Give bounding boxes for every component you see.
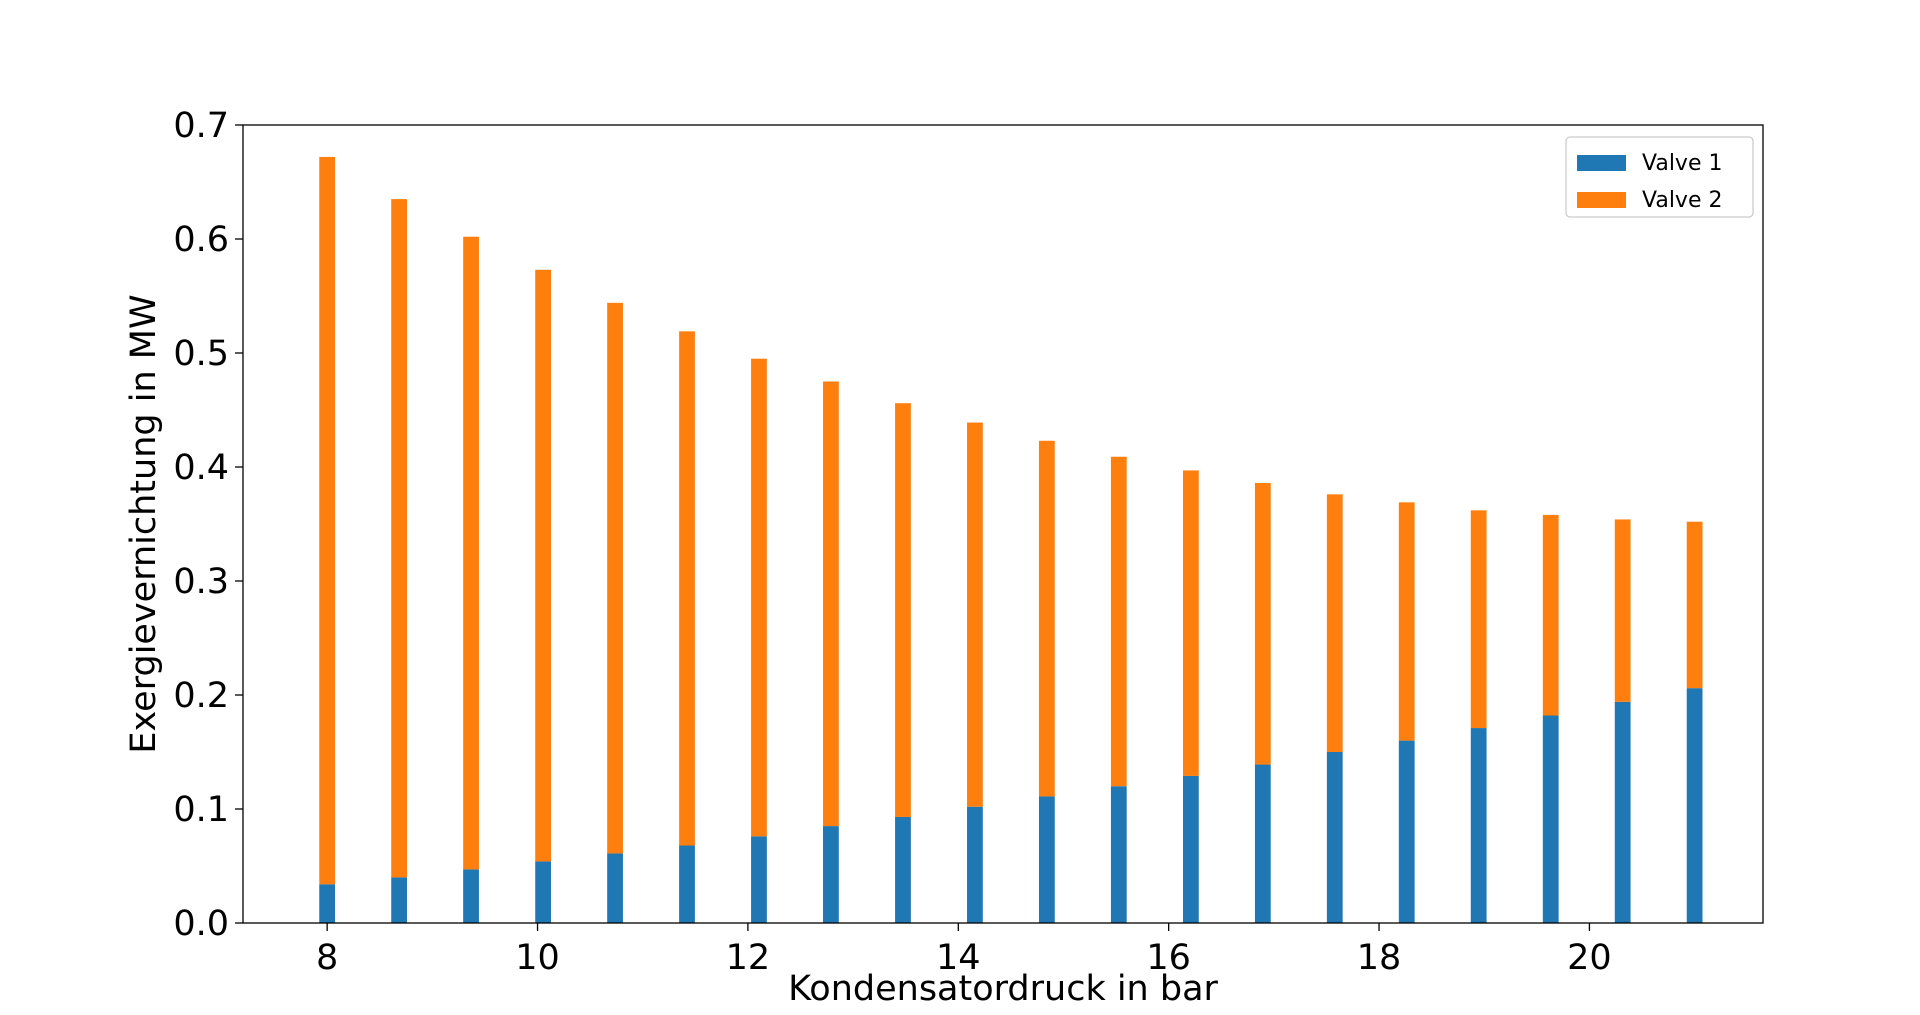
bar-valve-2	[1254, 482, 1271, 765]
y-tick-label: 0.1	[173, 790, 229, 830]
bar-valve-2	[319, 156, 336, 885]
x-tick-label: 10	[515, 938, 560, 978]
bar-valve-1	[1686, 688, 1703, 923]
bar-valve-2	[823, 381, 839, 827]
x-tick-label: 8	[316, 938, 338, 978]
y-tick-label: 0.5	[173, 334, 229, 374]
legend: Valve 1 Valve 2	[1565, 136, 1754, 218]
x-tick-label: 20	[1567, 938, 1612, 978]
y-axis-label: Exergievernichtung in MW	[124, 294, 164, 753]
bars-layer	[319, 156, 1703, 923]
bar-valve-1	[751, 836, 767, 923]
bar-valve-2	[751, 358, 767, 837]
bar-valve-1	[607, 853, 623, 923]
legend-swatch	[1577, 155, 1626, 171]
bar-valve-2	[463, 236, 479, 870]
plot-frame	[242, 124, 1764, 924]
x-tick-label: 12	[726, 938, 771, 978]
bar-valve-1	[895, 816, 911, 923]
bar-valve-2	[1326, 494, 1343, 752]
bar-valve-1	[967, 806, 983, 923]
bar-valve-1	[1542, 715, 1559, 923]
y-tick-label: 0.7	[173, 106, 229, 146]
ticks-layer: 8 10 12 14 16 18 20 0.0 0.1 0.2 0.3 0.4 0.5 0.6 0.7	[173, 106, 1611, 978]
y-tick-label: 0.3	[173, 562, 229, 602]
x-tick-label: 16	[1146, 938, 1191, 978]
bar-valve-2	[1614, 519, 1631, 702]
bar-valve-2	[1686, 521, 1703, 689]
y-tick-label: 0.2	[173, 676, 229, 716]
bar-valve-1	[1326, 752, 1343, 923]
bar-valve-2	[1470, 510, 1487, 729]
bar-valve-2	[967, 422, 983, 807]
bar-valve-1	[319, 884, 336, 923]
bar-valve-2	[607, 302, 623, 854]
bar-valve-1	[463, 869, 479, 923]
bar-valve-1	[679, 845, 695, 923]
y-tick-label: 0.6	[173, 220, 229, 260]
bar-valve-1	[1254, 764, 1271, 923]
x-tick-label: 14	[936, 938, 981, 978]
bar-valve-2	[391, 199, 407, 878]
bar-valve-2	[1182, 470, 1199, 776]
bar-valve-1	[1182, 775, 1199, 923]
bar-valve-1	[1614, 701, 1631, 923]
y-tick-label: 0.4	[173, 448, 229, 488]
x-tick-label: 18	[1357, 938, 1402, 978]
y-tick-label: 0.0	[173, 904, 229, 944]
bar-valve-1	[1398, 740, 1415, 923]
legend-label: Valve 2	[1642, 188, 1722, 213]
bar-valve-2	[679, 331, 695, 846]
bar-valve-2	[1038, 440, 1055, 797]
bar-valve-2	[895, 403, 911, 817]
bar-valve-2	[1398, 502, 1415, 741]
bar-valve-2	[1110, 456, 1127, 787]
bar-valve-1	[1470, 728, 1487, 923]
bar-valve-1	[1110, 786, 1127, 923]
x-axis-label: Kondensatordruck in bar	[788, 969, 1218, 1009]
bar-valve-1	[535, 861, 551, 923]
bar-valve-1	[823, 826, 839, 923]
bar-valve-1	[391, 877, 407, 923]
bar-valve-2	[535, 269, 551, 862]
bar-valve-1	[1038, 796, 1055, 923]
legend-label: Valve 1	[1642, 151, 1722, 176]
legend-swatch	[1577, 192, 1626, 208]
bar-valve-2	[1542, 514, 1559, 716]
